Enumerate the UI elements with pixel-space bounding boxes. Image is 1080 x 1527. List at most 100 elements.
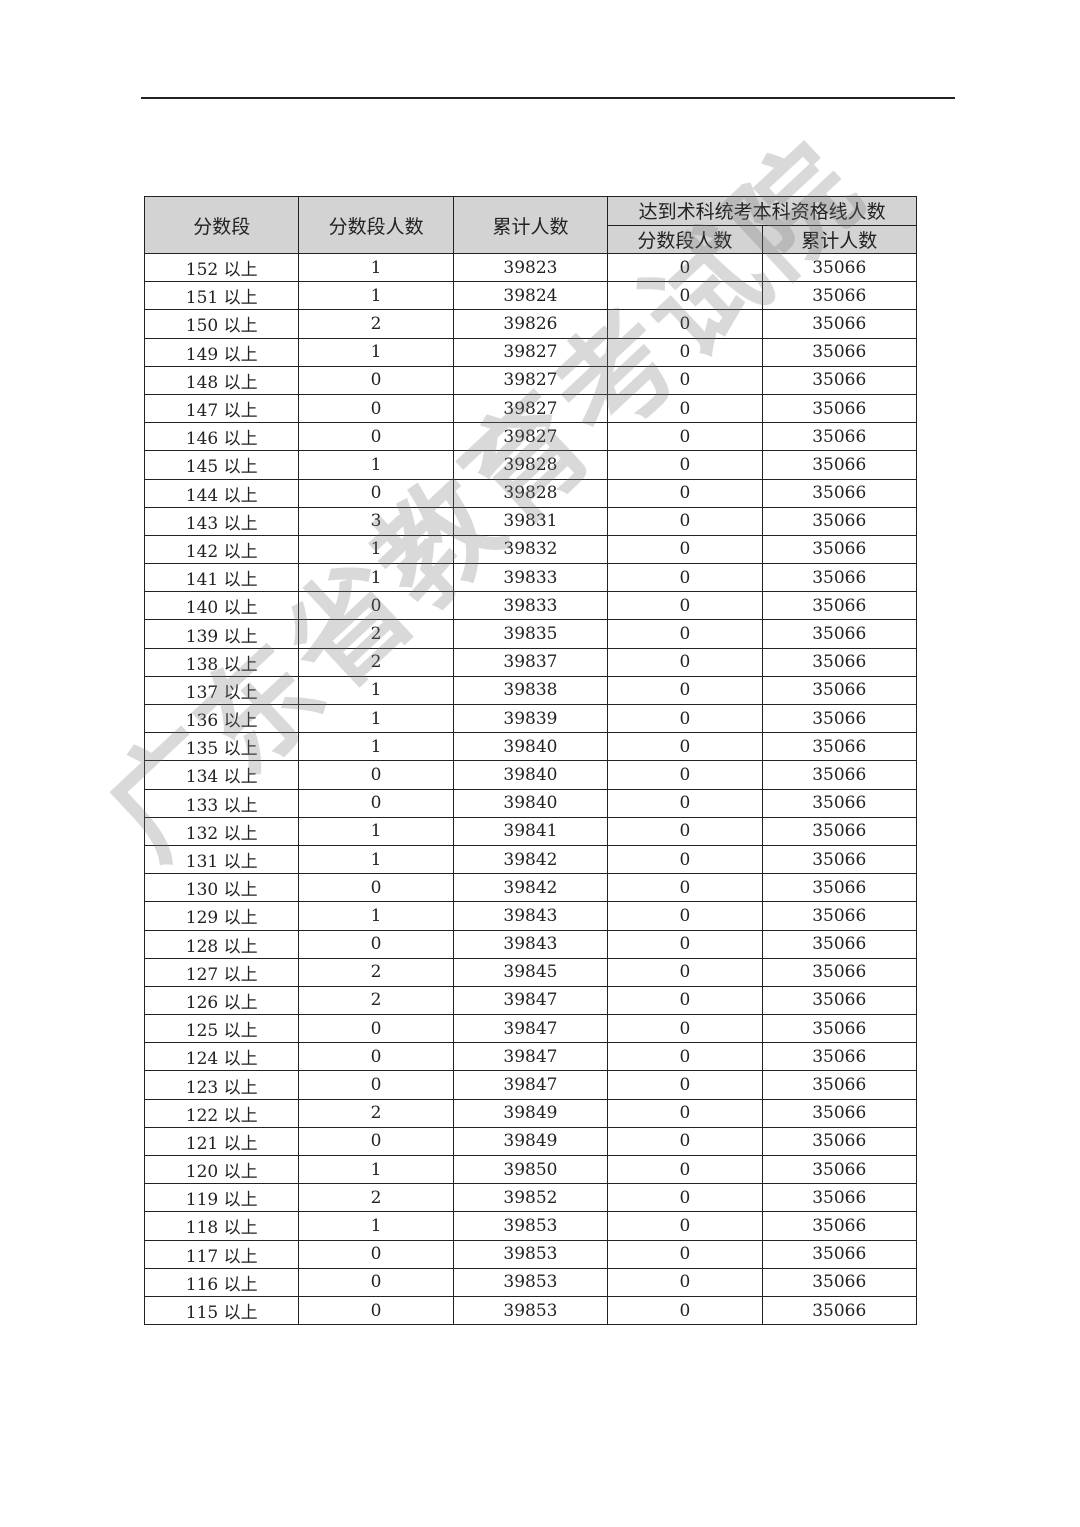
table-row: 148 以上 0 39827 0 35066 — [143, 365, 917, 395]
qualified-cumulative-cell: 35066 — [761, 563, 917, 593]
score-band-cell: 141 以上 — [143, 563, 300, 593]
cumulative-cell: 39843 — [452, 901, 609, 931]
qualified-band-count-cell: 0 — [607, 337, 763, 367]
score-band-cell: 144 以上 — [143, 478, 300, 508]
score-band-cell: 150 以上 — [143, 309, 300, 339]
cumulative-cell: 39838 — [452, 675, 609, 706]
cumulative-cell: 39847 — [452, 1070, 609, 1100]
table-row: 129 以上 1 39843 0 35066 — [143, 901, 917, 931]
table-row: 138 以上 2 39837 0 35066 — [143, 647, 917, 677]
qualified-cumulative-cell: 35066 — [761, 1295, 917, 1326]
score-band-cell: 118 以上 — [143, 1211, 300, 1241]
score-band-cell: 133 以上 — [143, 788, 300, 818]
qualified-cumulative-cell: 35066 — [761, 816, 917, 846]
score-band-cell: 132 以上 — [143, 816, 300, 846]
header-group-title: 达到术科统考本科资格线人数 — [607, 196, 917, 226]
qualified-cumulative-cell: 35066 — [761, 393, 917, 424]
score-band-cell: 134 以上 — [143, 760, 300, 790]
qualified-band-count-cell: 0 — [607, 534, 763, 565]
qualified-band-count-cell: 0 — [607, 422, 763, 452]
score-band-cell: 127 以上 — [143, 957, 300, 987]
qualified-cumulative-cell: 35066 — [761, 450, 917, 480]
qualified-band-count-cell: 0 — [607, 1183, 763, 1213]
cumulative-cell: 39823 — [452, 252, 609, 283]
table-row: 121 以上 0 39849 0 35066 — [143, 1126, 917, 1157]
qualified-band-count-cell: 0 — [607, 563, 763, 593]
qualified-cumulative-cell: 35066 — [761, 506, 917, 536]
table-row: 122 以上 2 39849 0 35066 — [143, 1098, 917, 1128]
score-band-cell: 126 以上 — [143, 985, 300, 1016]
qualified-band-count-cell: 0 — [607, 1070, 763, 1100]
cumulative-cell: 39849 — [452, 1126, 609, 1157]
qualified-band-count-cell: 0 — [607, 703, 763, 734]
header-rule — [141, 97, 955, 99]
qualified-band-count-cell: 0 — [607, 675, 763, 706]
table-row: 115 以上 0 39853 0 35066 — [143, 1295, 917, 1326]
band-count-cell: 0 — [298, 1295, 454, 1326]
score-band-cell: 151 以上 — [143, 281, 300, 311]
band-count-cell: 2 — [298, 1098, 454, 1128]
cumulative-cell: 39835 — [452, 619, 609, 649]
qualified-cumulative-cell: 35066 — [761, 1211, 917, 1241]
table-row: 136 以上 1 39839 0 35066 — [143, 703, 917, 734]
header-score-band: 分数段 — [143, 196, 300, 254]
cumulative-cell: 39840 — [452, 760, 609, 790]
qualified-cumulative-cell: 35066 — [761, 1070, 917, 1100]
band-count-cell: 0 — [298, 873, 454, 903]
band-count-cell: 1 — [298, 281, 454, 311]
qualified-band-count-cell: 0 — [607, 1014, 763, 1044]
qualified-cumulative-cell: 35066 — [761, 591, 917, 621]
score-band-cell: 121 以上 — [143, 1126, 300, 1157]
score-band-cell: 143 以上 — [143, 506, 300, 536]
qualified-cumulative-cell: 35066 — [761, 647, 917, 677]
table-row: 119 以上 2 39852 0 35066 — [143, 1183, 917, 1213]
score-distribution-table: 分数段 分数段人数 累计人数 达到术科统考本科资格线人数 分数段人数 累计人数 … — [143, 196, 917, 1326]
score-band-cell: 125 以上 — [143, 1014, 300, 1044]
qualified-band-count-cell: 0 — [607, 957, 763, 987]
qualified-band-count-cell: 0 — [607, 450, 763, 480]
cumulative-cell: 39833 — [452, 591, 609, 621]
qualified-cumulative-cell: 35066 — [761, 534, 917, 565]
qualified-cumulative-cell: 35066 — [761, 760, 917, 790]
qualified-band-count-cell: 0 — [607, 1098, 763, 1128]
cumulative-cell: 39827 — [452, 393, 609, 424]
qualified-band-count-cell: 0 — [607, 1267, 763, 1297]
cumulative-cell: 39842 — [452, 873, 609, 903]
cumulative-cell: 39853 — [452, 1211, 609, 1241]
table-row: 142 以上 1 39832 0 35066 — [143, 534, 917, 565]
score-band-cell: 140 以上 — [143, 591, 300, 621]
table-row: 141 以上 1 39833 0 35066 — [143, 563, 917, 593]
cumulative-cell: 39852 — [452, 1183, 609, 1213]
header-cumulative: 累计人数 — [452, 196, 609, 254]
table-row: 125 以上 0 39847 0 35066 — [143, 1014, 917, 1044]
cumulative-cell: 39824 — [452, 281, 609, 311]
qualified-band-count-cell: 0 — [607, 1154, 763, 1185]
qualified-cumulative-cell: 35066 — [761, 422, 917, 452]
qualified-band-count-cell: 0 — [607, 1211, 763, 1241]
score-band-cell: 131 以上 — [143, 844, 300, 875]
qualified-band-count-cell: 0 — [607, 365, 763, 395]
score-band-cell: 128 以上 — [143, 929, 300, 959]
score-band-cell: 119 以上 — [143, 1183, 300, 1213]
band-count-cell: 1 — [298, 1154, 454, 1185]
table-body: 152 以上 1 39823 0 35066 151 以上 1 39824 0 35066 150 … — [143, 252, 917, 1326]
qualified-cumulative-cell: 35066 — [761, 1239, 917, 1269]
band-count-cell: 1 — [298, 732, 454, 762]
qualified-band-count-cell: 0 — [607, 281, 763, 311]
table-row: 143 以上 3 39831 0 35066 — [143, 506, 917, 536]
table-row: 149 以上 1 39827 0 35066 — [143, 337, 917, 367]
table-row: 130 以上 0 39842 0 35066 — [143, 873, 917, 903]
band-count-cell: 0 — [298, 1042, 454, 1072]
qualified-band-count-cell: 0 — [607, 506, 763, 536]
qualified-band-count-cell: 0 — [607, 732, 763, 762]
qualified-band-count-cell: 0 — [607, 1239, 763, 1269]
score-band-cell: 148 以上 — [143, 365, 300, 395]
cumulative-cell: 39832 — [452, 534, 609, 565]
score-band-cell: 152 以上 — [143, 252, 300, 283]
qualified-band-count-cell: 0 — [607, 647, 763, 677]
table-row: 145 以上 1 39828 0 35066 — [143, 450, 917, 480]
qualified-band-count-cell: 0 — [607, 591, 763, 621]
table-row: 124 以上 0 39847 0 35066 — [143, 1042, 917, 1072]
cumulative-cell: 39833 — [452, 563, 609, 593]
qualified-cumulative-cell: 35066 — [761, 619, 917, 649]
